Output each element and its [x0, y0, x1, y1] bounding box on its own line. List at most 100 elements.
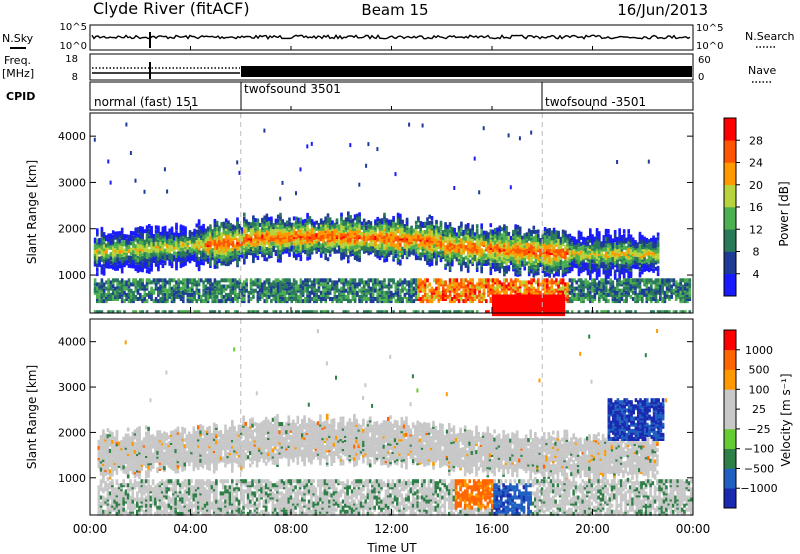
- power-cell: [568, 278, 572, 283]
- power-cell: [315, 310, 318, 314]
- power-cell: [161, 251, 165, 256]
- power-cell: [218, 248, 221, 253]
- power-cell: [240, 288, 244, 293]
- power-cell: [125, 122, 128, 127]
- power-cell: [267, 278, 271, 283]
- power-cell: [229, 280, 232, 285]
- power-cell: [222, 294, 226, 299]
- power-cell: [227, 255, 230, 260]
- power-cell: [213, 233, 217, 238]
- power-cell: [435, 294, 438, 299]
- power-cell: [197, 233, 201, 238]
- power-cell: [125, 280, 128, 285]
- power-cell: [224, 243, 228, 248]
- power-cell: [231, 249, 235, 254]
- power-cell: [168, 286, 171, 291]
- power-cell: [145, 278, 149, 283]
- power-cell: [306, 284, 309, 289]
- power-cell: [254, 288, 257, 293]
- power-cell: [301, 310, 305, 314]
- power-cell: [93, 252, 97, 257]
- power-cell: [412, 299, 416, 304]
- power-cell: [218, 256, 221, 261]
- power-cell: [132, 278, 135, 283]
- power-cell: [290, 245, 294, 250]
- power-cell: [570, 299, 574, 304]
- power-cell: [310, 240, 314, 245]
- power-cell: [98, 258, 101, 263]
- power-cell: [100, 270, 104, 275]
- power-cell: [145, 250, 149, 255]
- power-cell: [102, 259, 106, 264]
- power-cell: [331, 280, 334, 285]
- power-cell: [134, 286, 138, 291]
- power-cell: [240, 241, 244, 246]
- power-cell: [141, 278, 144, 283]
- power-cell: [209, 278, 212, 283]
- power-cell: [197, 244, 201, 249]
- power-cell: [100, 256, 104, 260]
- power-cell: [202, 240, 205, 245]
- power-cell: [319, 245, 323, 250]
- power-cell: [114, 288, 117, 293]
- power-cell: [218, 284, 221, 289]
- power-cell: [206, 257, 210, 262]
- power-cell: [274, 278, 278, 283]
- power-cell: [182, 288, 185, 293]
- power-cell: [360, 278, 364, 283]
- power-cell: [238, 228, 242, 232]
- power-cell: [231, 286, 235, 291]
- power-cell: [274, 282, 278, 287]
- power-cell: [331, 247, 334, 252]
- power-cell: [197, 246, 201, 251]
- power-cell: [105, 243, 108, 248]
- power-cell: [288, 227, 291, 232]
- power-cell: [546, 228, 549, 233]
- power-cell: [308, 243, 312, 248]
- power-cell: [218, 299, 221, 304]
- power-cell: [193, 239, 196, 244]
- power-cell: [460, 221, 463, 226]
- power-cell: [315, 278, 318, 283]
- power-cell: [145, 262, 149, 267]
- power-cell: [118, 280, 122, 285]
- power-cell: [249, 230, 253, 235]
- power-cell: [265, 290, 269, 295]
- power-cell: [211, 288, 214, 293]
- power-cell: [202, 244, 205, 249]
- power-cell: [184, 282, 187, 287]
- power-cell: [286, 245, 289, 250]
- power-cell: [306, 231, 309, 236]
- power-cell: [516, 247, 520, 252]
- power-cell: [188, 278, 192, 283]
- power-cell: [494, 278, 497, 283]
- power-cell: [132, 245, 135, 250]
- power-cell: [254, 218, 257, 223]
- power-cell: [267, 252, 271, 257]
- power-cell: [125, 297, 128, 301]
- power-cell: [215, 231, 219, 236]
- power-cell: [281, 244, 285, 249]
- power-cell: [209, 286, 212, 291]
- power-cell: [188, 288, 192, 293]
- power-cell: [435, 219, 438, 224]
- power-cell: [308, 234, 312, 239]
- power-cell: [299, 248, 303, 253]
- power-cell: [197, 256, 201, 261]
- power-cell: [116, 256, 119, 261]
- power-cell: [150, 267, 153, 272]
- power-cell: [159, 246, 162, 251]
- power-cell: [295, 243, 298, 248]
- power-cell: [202, 234, 205, 239]
- power-cell: [102, 267, 106, 272]
- power-cell: [111, 280, 115, 285]
- power-cell: [353, 214, 357, 219]
- power-cell: [236, 250, 239, 255]
- power-cell: [236, 299, 239, 304]
- power-cell: [218, 231, 221, 236]
- power-cell: [141, 243, 144, 248]
- power-cell: [369, 292, 373, 297]
- power-cell: [507, 133, 510, 138]
- power-cell: [322, 247, 325, 252]
- noise-search-label: N.Search: [745, 30, 795, 43]
